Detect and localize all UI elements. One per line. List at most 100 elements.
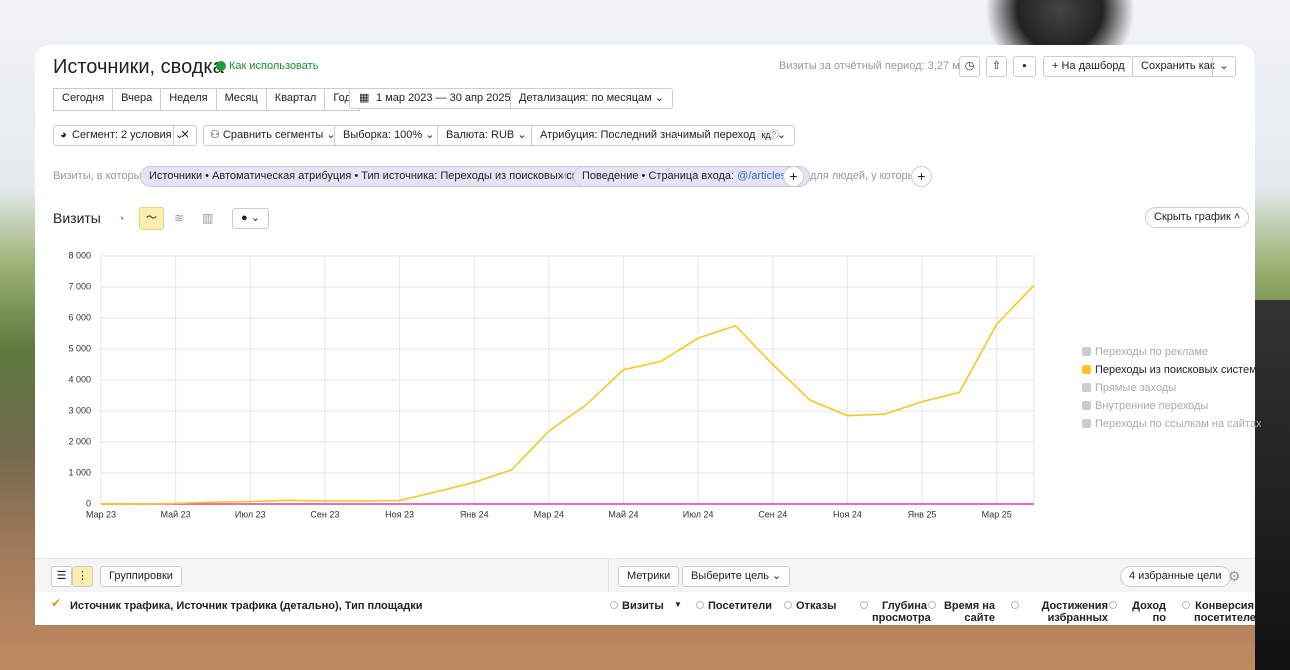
goal-select[interactable]: Выберите цель ⌄ [682,566,790,587]
hide-chart[interactable]: Скрыть график ˄ [1145,207,1249,228]
segment-select[interactable]: ◕Сегмент: 2 условия ⌄✕ [53,125,197,146]
dimensions: Источник трафика, Источник трафика (дета… [70,600,423,612]
column-radio[interactable] [1182,601,1190,609]
column-header[interactable]: Отказы [796,600,851,612]
x-tick-label: Ноя 24 [833,509,862,519]
x-tick-label: Май 23 [161,509,191,519]
annotations-select[interactable]: ● ⌄ [232,208,269,229]
tree-view[interactable]: ⋮ [72,566,93,587]
column-header[interactable]: Конверсия посетителей [1194,600,1254,624]
y-tick-label: 2 000 [68,436,91,446]
x-tick-label: Мар 24 [534,509,564,519]
column-radio[interactable] [860,601,868,609]
column-header[interactable]: Глубина просмотра [872,600,927,624]
favorite-goals[interactable]: 4 избранные цели [1120,566,1231,587]
column-radio[interactable] [696,601,704,609]
period-preset[interactable]: Неделя [160,88,216,111]
column-radio[interactable] [1011,601,1019,609]
legend-item[interactable]: Переходы по рекламе [1082,346,1208,358]
column-radio[interactable] [928,601,936,609]
pie-view[interactable]: ◔ [117,211,125,226]
column-radio[interactable] [784,601,792,609]
column-radio[interactable] [610,601,618,609]
column-header[interactable]: Доход по [1121,600,1166,624]
filter-condition: Источники • Автоматическая атрибуция • Т… [149,170,602,182]
x-tick-label: Янв 24 [460,509,489,519]
column-header[interactable]: Достижения избранных [1023,600,1108,624]
save-label: Сохранить как [1141,60,1215,72]
column-header[interactable]: Время на сайте [940,600,995,624]
period-preset[interactable]: Месяц [216,88,267,111]
x-tick-label: Сен 24 [758,509,787,519]
people-prefix: для людей, у которых [810,170,921,182]
hide-chart-label: Скрыть график [1154,211,1231,223]
goal-label: Выберите цель [691,570,769,582]
y-tick-label: 8 000 [68,250,91,260]
detail-select[interactable]: Детализация: по месяцам ⌄ [510,88,673,109]
legend-item[interactable]: Переходы по ссылкам на сайтах [1082,418,1261,430]
filter-value: @/articles/ [737,170,789,182]
legend-checkbox[interactable] [1082,347,1091,356]
line-view[interactable]: 〜 [139,207,164,230]
filter-chip[interactable]: Источники • Автоматическая атрибуция • Т… [140,166,623,187]
sample-label: Выборка: 100% [343,129,422,141]
detail-label: Детализация: по месяцам [519,92,652,104]
currency-label: Валюта: RUB [446,129,514,141]
list-view[interactable]: ☰ [51,566,72,587]
legend-item[interactable]: Прямые заходы [1082,382,1176,394]
legend-checkbox[interactable] [1082,419,1091,428]
dashboard-button[interactable]: + На дашборд [1043,56,1134,77]
save-button[interactable]: Сохранить как⌄ [1132,56,1236,77]
legend-label: Прямые заходы [1095,382,1176,394]
api-button[interactable]: ▪ [1013,56,1036,77]
help-link[interactable]: Как использовать [229,60,318,72]
add-filter[interactable]: + [783,166,804,187]
visits-summary: Визиты за отчётный период: 3,27 млн [779,60,972,72]
compare-select[interactable]: ⚇ Сравнить сегменты ⌄ [203,125,345,146]
groupings-button[interactable]: Группировки [100,566,182,587]
settings-icon[interactable]: ⚙ [1228,568,1241,585]
dimension-check[interactable]: ✔ [51,596,61,610]
period-presets: СегодняВчераНеделяМесяцКварталГод [53,88,360,109]
column-header[interactable]: Посетители [708,600,783,612]
filter-chip[interactable]: Поведение • Страница входа: @/articles/✕ [573,166,810,187]
y-tick-label: 4 000 [68,374,91,384]
y-tick-label: 3 000 [68,405,91,415]
legend-label: Переходы по рекламе [1095,346,1208,358]
chart: 01 0002 0003 0004 0005 0006 0007 0008 00… [50,245,1050,525]
legend-checkbox[interactable] [1082,365,1091,374]
attribution-help[interactable]: ? [769,129,779,139]
y-tick-label: 6 000 [68,312,91,322]
attribution-select[interactable]: Атрибуция: Последний значимый переход кд… [531,125,795,146]
filter-prefix: Визиты, в которых [53,170,147,182]
segment-label: Сегмент: 2 условия [72,129,172,141]
legend-item[interactable]: Внутренние переходы [1082,400,1208,412]
legend-item[interactable]: Переходы из поисковых систем [1082,364,1257,376]
history-button[interactable]: ◷ [959,56,980,77]
period-preset[interactable]: Вчера [112,88,161,111]
export-button[interactable]: ⇧ [986,56,1007,77]
legend-checkbox[interactable] [1082,401,1091,410]
date-range[interactable]: ▦1 мар 2023 — 30 апр 2025 [349,88,520,109]
x-tick-label: Июл 24 [683,509,714,519]
date-range-label: 1 мар 2023 — 30 апр 2025 [376,92,511,104]
legend-label: Переходы из поисковых систем [1095,364,1257,376]
column-radio[interactable] [1109,601,1117,609]
legend-checkbox[interactable] [1082,383,1091,392]
filter-joiner: и [561,170,567,182]
x-tick-label: Мар 25 [982,509,1012,519]
add-people-filter[interactable]: + [911,166,932,187]
currency-select[interactable]: Валюта: RUB ⌄ [437,125,536,146]
period-preset[interactable]: Сегодня [53,88,113,111]
legend-label: Переходы по ссылкам на сайтах [1095,418,1261,430]
y-tick-label: 0 [86,498,91,508]
y-tick-label: 1 000 [68,467,91,477]
metrics-button[interactable]: Метрики [618,566,679,587]
legend-label: Внутренние переходы [1095,400,1208,412]
bar-view[interactable]: ▥ [202,211,213,225]
sample-select[interactable]: Выборка: 100% ⌄ [334,125,443,146]
sort-arrow[interactable]: ▼ [674,600,682,609]
area-view[interactable]: ≋ [174,211,184,225]
period-preset[interactable]: Квартал [266,88,326,111]
